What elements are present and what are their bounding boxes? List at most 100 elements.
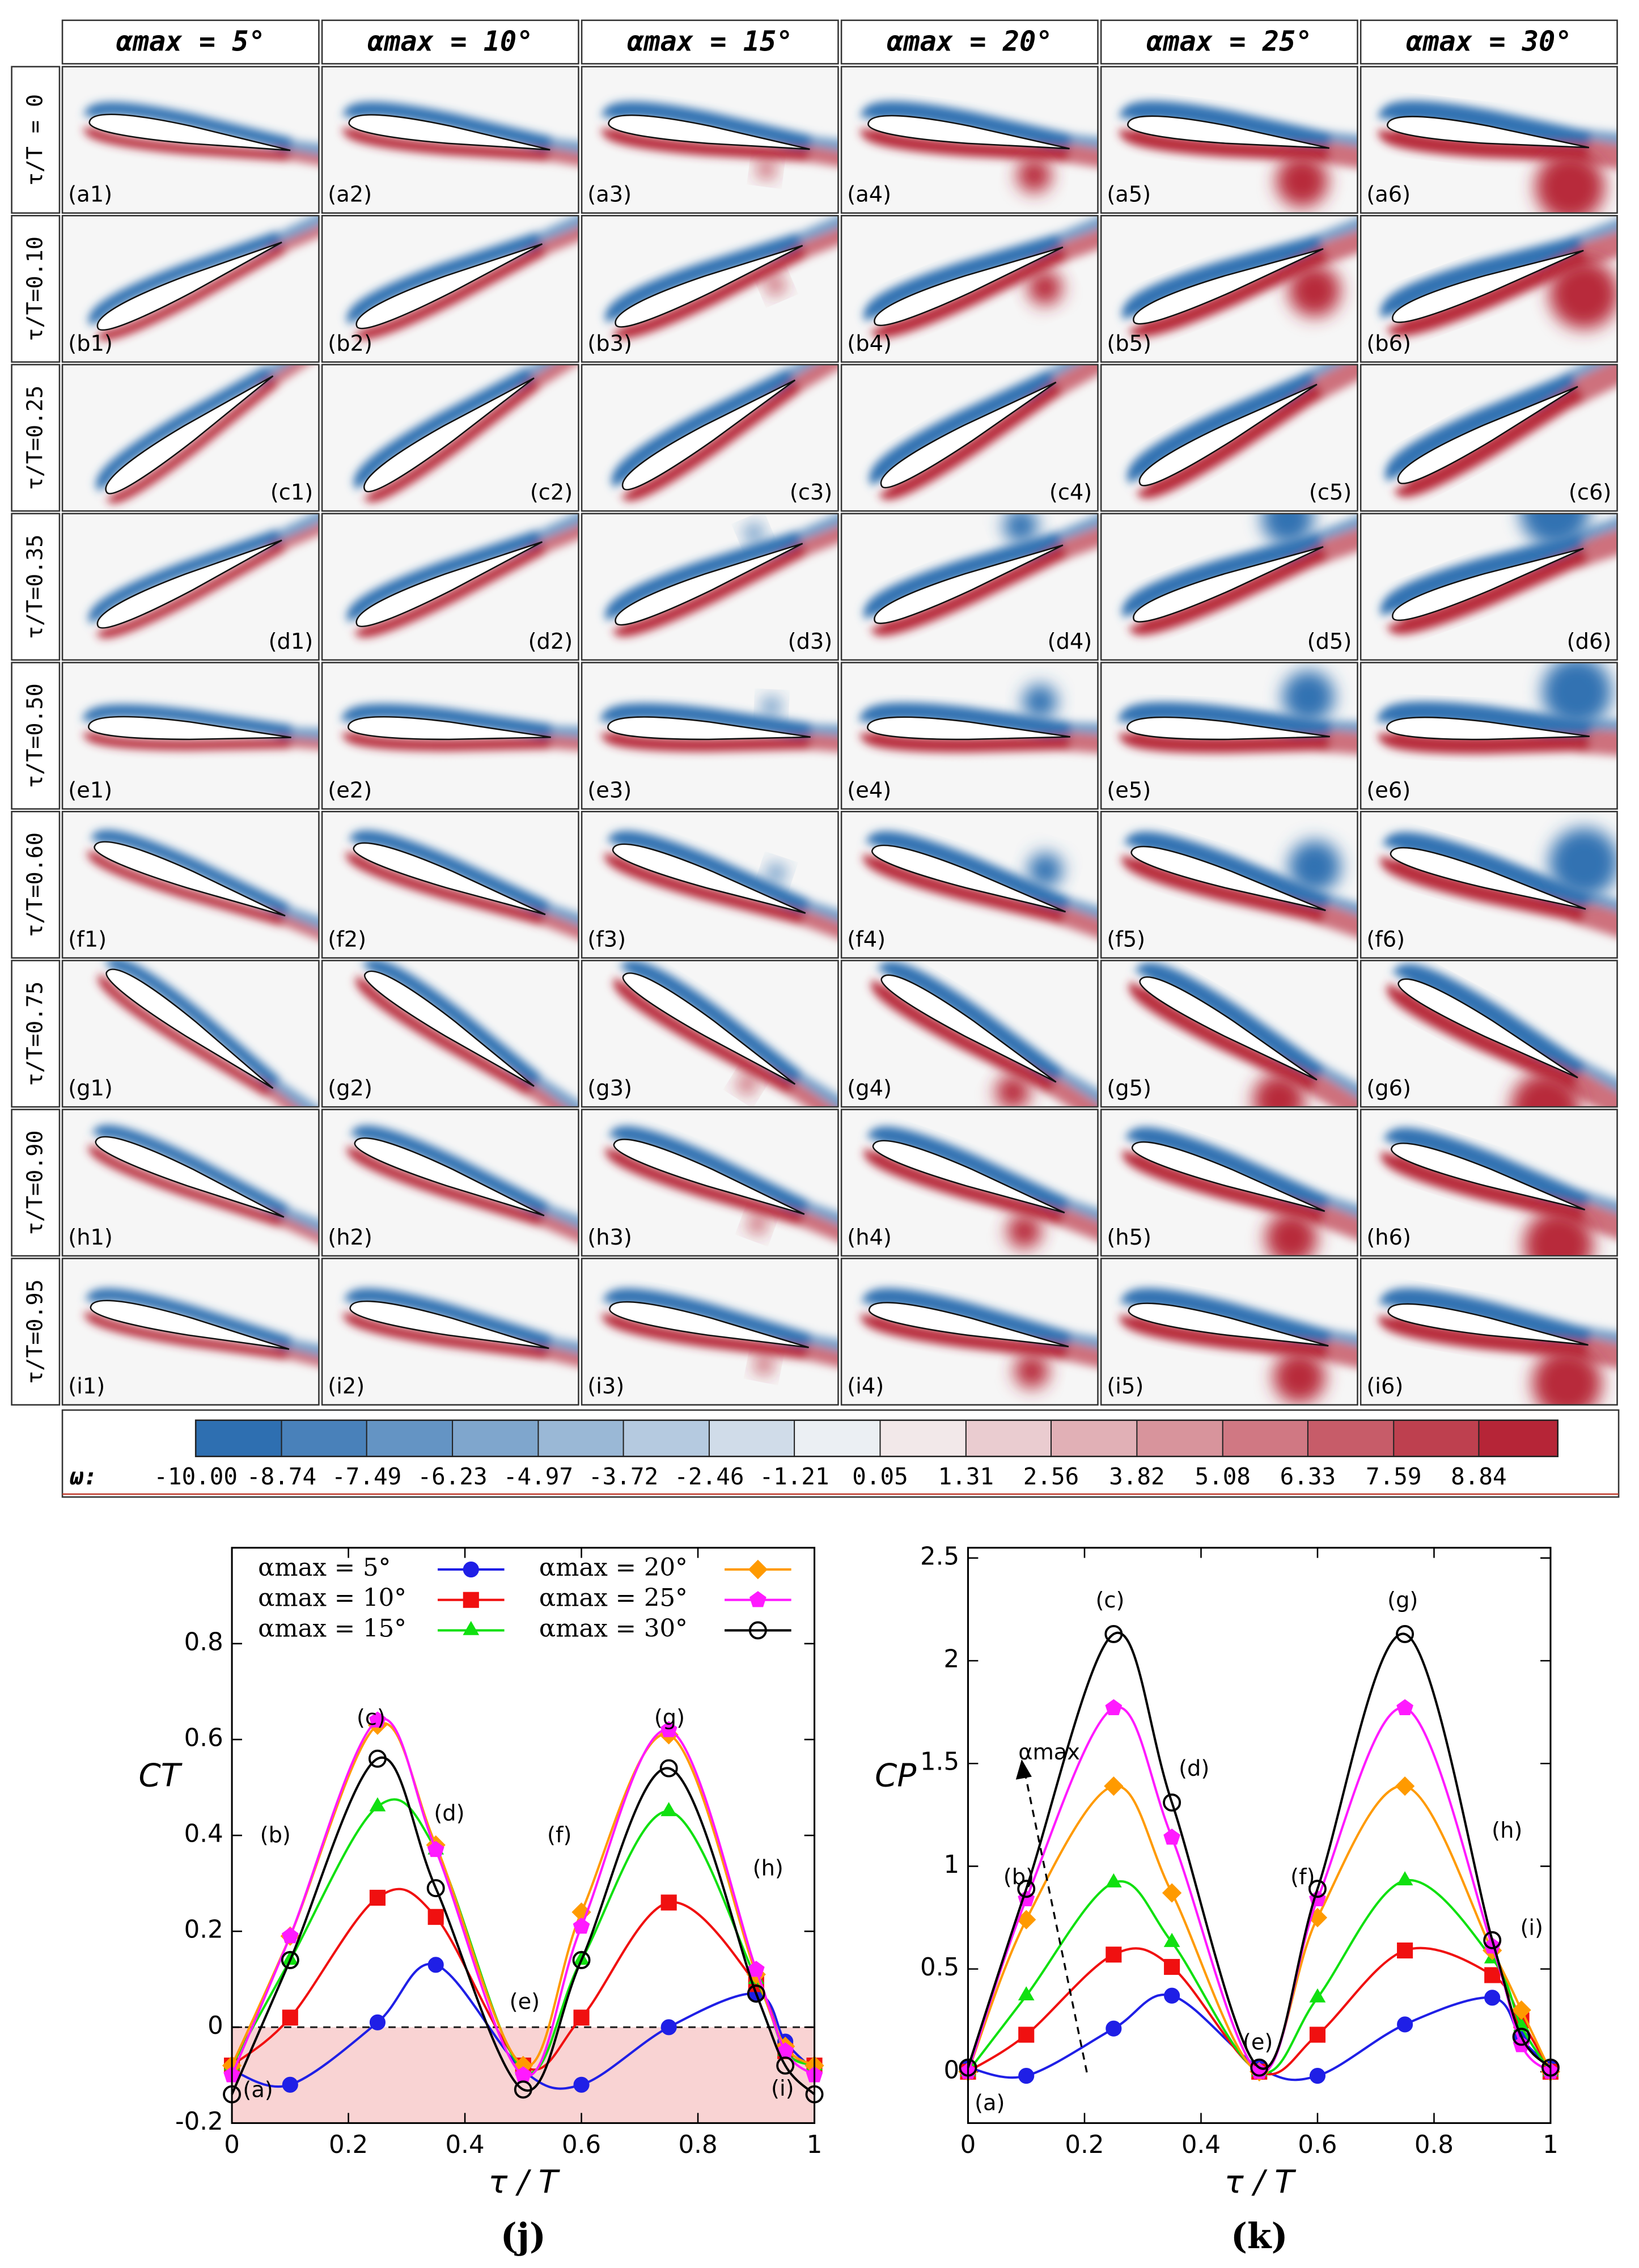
lower-shear-layer xyxy=(1387,248,1589,337)
marker-circle xyxy=(573,2076,590,2093)
flow-panel: (a1) xyxy=(62,66,319,213)
colorbar-level xyxy=(1394,1420,1479,1457)
row-label-box xyxy=(11,811,61,959)
wake-upper xyxy=(520,1068,579,1107)
panel-label: (d2) xyxy=(528,629,573,654)
vorticity-field xyxy=(861,1288,1098,1405)
airfoil xyxy=(349,1300,549,1349)
wake-lower xyxy=(1301,365,1358,405)
column-header: αmax = 15° xyxy=(627,26,793,58)
point-annotation: (h) xyxy=(1492,1818,1522,1843)
lower-shear-layer xyxy=(1380,855,1586,924)
upper-shear-layer xyxy=(859,703,1072,740)
panel-label: (h4) xyxy=(847,1225,892,1250)
airfoil-frame xyxy=(861,1288,1098,1405)
legend-label: αmax = 20° xyxy=(539,1554,688,1582)
lower-shear-layer xyxy=(96,541,287,638)
row-label-box xyxy=(11,959,61,1108)
flow-panel: (h3) xyxy=(582,1109,838,1256)
marker-triangle xyxy=(1396,1871,1413,1886)
upper-shear-layer xyxy=(83,102,293,151)
series-line xyxy=(968,1993,1552,2081)
marker-diamond xyxy=(1511,2000,1531,2020)
panel-border xyxy=(1360,66,1618,214)
wake-lower xyxy=(795,733,838,767)
row-label: τ/T=0.90 xyxy=(23,1131,48,1235)
airfoil-frame xyxy=(613,960,838,1107)
airfoil xyxy=(1392,548,1584,621)
airfoil-frame xyxy=(1121,831,1358,958)
lower-shear-layer xyxy=(601,126,810,162)
panel-label: (c2) xyxy=(530,480,573,505)
flow-panel: (b6) xyxy=(1361,215,1617,362)
lower-shear-layer xyxy=(98,974,273,1098)
plot-area xyxy=(968,1547,1551,2123)
row-label-box xyxy=(11,513,61,661)
vortex xyxy=(1261,513,1314,545)
flow-panel: (h6) xyxy=(1361,1109,1617,1256)
column-header-box xyxy=(581,19,839,65)
airfoil-frame xyxy=(605,215,838,339)
colorbar-tick-label: 2.56 xyxy=(1023,1463,1079,1490)
legend-label: αmax = 25° xyxy=(539,1584,688,1613)
vortex xyxy=(1549,259,1617,329)
airfoil xyxy=(1386,116,1590,149)
flow-panel: (e5) xyxy=(1101,662,1358,809)
panel-label: (e6) xyxy=(1366,778,1411,803)
colorbar-tick-label: -1.21 xyxy=(760,1463,829,1490)
airfoil xyxy=(95,1136,285,1218)
wake-lower xyxy=(1307,900,1358,958)
flow-panel: (i2) xyxy=(322,1258,579,1405)
flow-panel: (b4) xyxy=(841,215,1098,362)
flow-panel: (i5) xyxy=(1101,1258,1358,1405)
airfoil-frame xyxy=(1377,662,1617,769)
vorticity-field xyxy=(88,1125,319,1256)
vorticity-field xyxy=(859,703,1098,768)
vortex xyxy=(1273,1351,1325,1403)
panel-border xyxy=(840,1258,1099,1406)
flow-panel: (f4) xyxy=(841,811,1098,958)
panel-label: (a2) xyxy=(328,182,372,208)
marker-diamond xyxy=(1104,1776,1124,1796)
wake-lower xyxy=(1312,139,1358,196)
flow-panel: (b2) xyxy=(322,215,579,362)
vorticity-field xyxy=(1387,963,1617,1107)
vorticity-field xyxy=(1380,832,1617,958)
airfoil xyxy=(607,716,811,741)
series-line xyxy=(967,1631,1552,2070)
airfoil xyxy=(880,381,1057,489)
row-label: τ/T=0.50 xyxy=(23,683,48,788)
vorticity-field xyxy=(1121,831,1358,958)
airfoil xyxy=(1128,1302,1329,1347)
vortex xyxy=(1027,270,1062,305)
wake-upper xyxy=(530,1199,579,1256)
lower-shear-layer xyxy=(1381,1150,1586,1224)
airfoil-frame xyxy=(347,1125,579,1256)
colorbar-level xyxy=(281,1420,367,1457)
airfoil xyxy=(94,841,286,917)
vorticity-field xyxy=(347,1125,579,1256)
airfoil-frame xyxy=(604,831,838,958)
airfoil-frame xyxy=(863,831,1098,958)
panel-border xyxy=(840,215,1099,363)
wake-lower xyxy=(266,1211,319,1256)
panel-border xyxy=(840,662,1099,810)
panel-border xyxy=(581,1108,839,1257)
wake-upper xyxy=(1053,1330,1098,1388)
vortex xyxy=(1014,1353,1049,1389)
lower-shear-layer xyxy=(612,543,808,637)
upper-shear-layer xyxy=(104,960,281,1089)
flow-panel: (a6) xyxy=(1361,66,1617,213)
colorbar-outline xyxy=(194,1419,1559,1457)
airfoil-frame xyxy=(602,1288,838,1405)
upper-shear-layer xyxy=(92,1125,290,1218)
lower-shear-layer xyxy=(88,1144,283,1228)
panel-label: (g6) xyxy=(1366,1076,1411,1101)
airfoil-frame xyxy=(88,1125,319,1256)
panel-border xyxy=(581,66,839,214)
lower-shear-layer xyxy=(1128,545,1329,636)
vortex xyxy=(767,865,785,882)
panel-label: (h6) xyxy=(1366,1225,1411,1250)
vortex xyxy=(1028,852,1063,888)
airfoil-frame xyxy=(601,101,838,197)
